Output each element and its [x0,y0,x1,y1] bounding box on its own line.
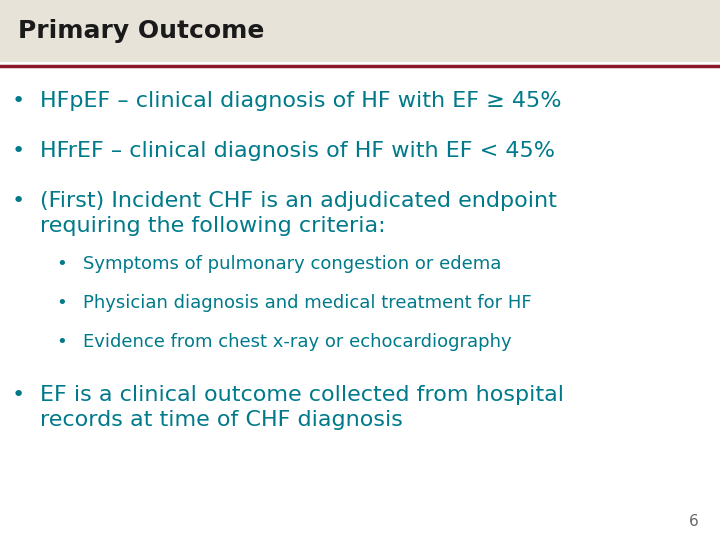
Text: •: • [12,191,24,211]
Text: •: • [12,91,24,111]
Text: Physician diagnosis and medical treatment for HF: Physician diagnosis and medical treatmen… [83,294,531,312]
Text: Symptoms of pulmonary congestion or edema: Symptoms of pulmonary congestion or edem… [83,255,501,273]
Text: •: • [56,333,66,350]
Text: •: • [56,255,66,273]
Text: 6: 6 [688,514,698,529]
Text: HFrEF – clinical diagnosis of HF with EF < 45%: HFrEF – clinical diagnosis of HF with EF… [40,141,554,161]
Text: Primary Outcome: Primary Outcome [18,19,264,43]
Text: Evidence from chest x-ray or echocardiography: Evidence from chest x-ray or echocardiog… [83,333,511,350]
Text: •: • [12,385,24,405]
Text: HFpEF – clinical diagnosis of HF with EF ≥ 45%: HFpEF – clinical diagnosis of HF with EF… [40,91,561,111]
Text: (First) Incident CHF is an adjudicated endpoint
requiring the following criteria: (First) Incident CHF is an adjudicated e… [40,191,557,236]
Text: •: • [56,294,66,312]
Text: EF is a clinical outcome collected from hospital
records at time of CHF diagnosi: EF is a clinical outcome collected from … [40,385,564,430]
Text: •: • [12,141,24,161]
FancyBboxPatch shape [0,0,720,62]
